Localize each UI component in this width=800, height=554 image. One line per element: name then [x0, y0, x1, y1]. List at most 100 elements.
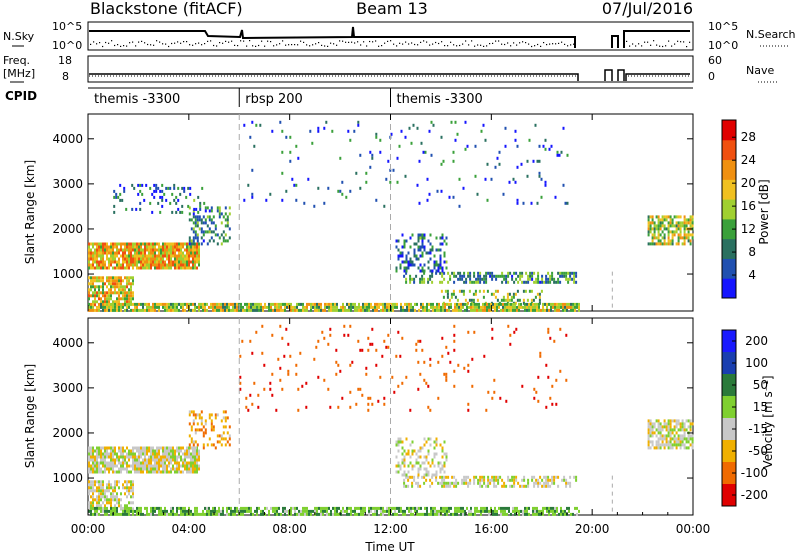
data-cell	[284, 302, 286, 306]
velocity-colorbar-swatch	[722, 330, 736, 353]
data-cell	[510, 308, 512, 312]
data-cell	[158, 248, 160, 252]
data-cell	[548, 512, 550, 516]
data-cell	[444, 512, 446, 516]
data-cell	[204, 206, 207, 210]
data-cell	[542, 509, 544, 513]
data-cell	[665, 428, 668, 432]
data-cell	[378, 305, 380, 309]
data-cell	[200, 419, 203, 423]
data-cell	[380, 302, 382, 306]
data-cell	[344, 305, 346, 309]
data-cell	[144, 257, 146, 261]
data-cell	[423, 473, 426, 477]
data-cell	[208, 512, 210, 516]
data-cell	[224, 206, 227, 210]
data-cell	[110, 464, 112, 468]
data-cell	[194, 242, 196, 246]
data-cell	[126, 294, 128, 298]
data-cell	[685, 428, 688, 432]
data-cell	[212, 506, 214, 510]
data-cell	[108, 248, 110, 252]
data-cell	[234, 509, 236, 513]
data-cell	[477, 277, 480, 281]
data-cell	[184, 257, 186, 261]
data-cell	[196, 470, 198, 474]
data-cell	[150, 506, 152, 510]
velocity-colorbar-swatch	[722, 462, 736, 485]
data-cell	[241, 339, 244, 343]
data-cell	[564, 302, 566, 306]
data-cell	[538, 302, 540, 306]
nsearch-dot	[543, 42, 545, 44]
data-cell	[112, 305, 114, 309]
data-cell	[218, 509, 220, 513]
power-colorbar-swatch	[722, 120, 736, 141]
data-cell	[120, 242, 122, 246]
data-cell	[118, 455, 120, 459]
data-cell	[182, 308, 184, 312]
data-cell	[429, 257, 432, 261]
data-cell	[175, 195, 178, 199]
data-cell	[164, 452, 166, 456]
data-cell	[416, 302, 418, 306]
data-cell	[337, 363, 340, 367]
data-cell	[199, 201, 202, 205]
data-cell	[492, 509, 494, 513]
nsky-left-tick-top: 10^5	[52, 20, 82, 33]
data-cell	[96, 495, 98, 499]
data-cell	[164, 470, 166, 474]
data-cell	[302, 509, 304, 513]
data-cell	[242, 512, 244, 516]
data-cell	[108, 446, 110, 450]
data-cell	[250, 302, 252, 306]
data-cell	[305, 405, 308, 409]
data-cell	[128, 506, 130, 510]
data-cell	[98, 455, 100, 459]
data-cell	[431, 274, 434, 278]
data-cell	[182, 446, 184, 450]
data-cell	[398, 509, 400, 513]
data-cell	[298, 308, 300, 312]
data-cell	[210, 218, 213, 222]
data-cell	[220, 443, 223, 447]
data-cell	[348, 308, 350, 312]
data-cell	[98, 498, 100, 502]
data-cell	[460, 308, 462, 312]
data-cell	[565, 274, 568, 278]
data-cell	[359, 186, 362, 190]
data-cell	[491, 478, 494, 482]
nsearch-dot	[96, 43, 98, 45]
data-cell	[649, 434, 652, 438]
data-cell	[184, 266, 186, 270]
data-cell	[156, 305, 158, 309]
nsearch-dot	[138, 41, 140, 43]
data-cell	[128, 509, 130, 513]
data-cell	[240, 305, 242, 309]
data-cell	[202, 302, 204, 306]
data-cell	[457, 271, 460, 275]
data-cell	[554, 509, 556, 513]
data-cell	[281, 129, 284, 133]
data-cell	[365, 171, 368, 175]
data-cell	[178, 251, 180, 255]
data-cell	[142, 254, 144, 258]
data-cell	[649, 221, 652, 225]
data-cell	[296, 308, 298, 312]
data-cell	[190, 260, 192, 264]
data-cell	[552, 512, 554, 516]
data-cell	[647, 428, 650, 432]
nsearch-dot	[632, 43, 634, 45]
data-cell	[164, 461, 166, 465]
data-cell	[124, 242, 126, 246]
data-cell	[506, 292, 509, 296]
data-cell	[679, 236, 682, 240]
data-cell	[463, 478, 466, 482]
data-cell	[112, 489, 114, 493]
data-cell	[516, 289, 519, 293]
data-cell	[138, 245, 140, 249]
data-cell	[110, 257, 112, 261]
data-cell	[194, 308, 196, 312]
data-cell	[502, 308, 504, 312]
nsearch-dot	[330, 42, 332, 44]
